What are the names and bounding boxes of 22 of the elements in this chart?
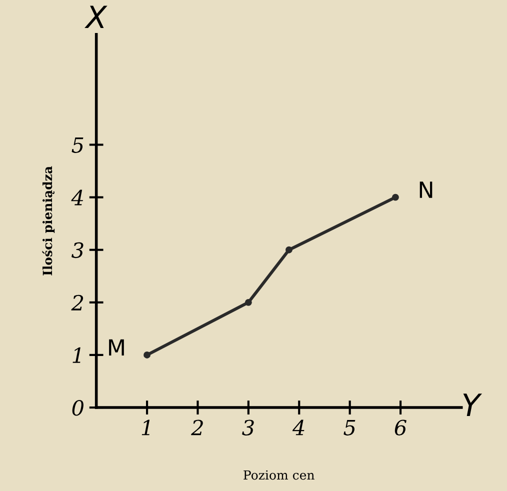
x-tick-label: 1 xyxy=(142,420,150,436)
text: X xyxy=(84,6,108,28)
x-tick-label: 5 xyxy=(344,420,356,436)
annotation: N xyxy=(420,182,432,198)
y-tick-label: 2 xyxy=(71,294,84,310)
y-tick-label: 4 xyxy=(71,190,83,206)
y-tick-label: 5 xyxy=(72,137,84,153)
x-axis-title: Poziom cen xyxy=(244,470,314,480)
point xyxy=(286,246,292,254)
x-tick-label: 6 xyxy=(394,420,406,436)
y-tick-label: 0 xyxy=(72,400,84,416)
x-tick-label: 2 xyxy=(191,420,203,436)
text: Y xyxy=(463,394,482,416)
y-tick-label: 3 xyxy=(72,242,84,258)
annotation: M xyxy=(109,339,124,356)
point xyxy=(144,352,151,358)
y-tick-label: 1 xyxy=(72,347,80,363)
point xyxy=(244,298,252,306)
x-tick-label: 4 xyxy=(292,420,304,436)
x-tick-label: 3 xyxy=(242,420,254,436)
point xyxy=(392,194,399,201)
y-axis-title: Ilości pieniądza xyxy=(42,166,55,276)
